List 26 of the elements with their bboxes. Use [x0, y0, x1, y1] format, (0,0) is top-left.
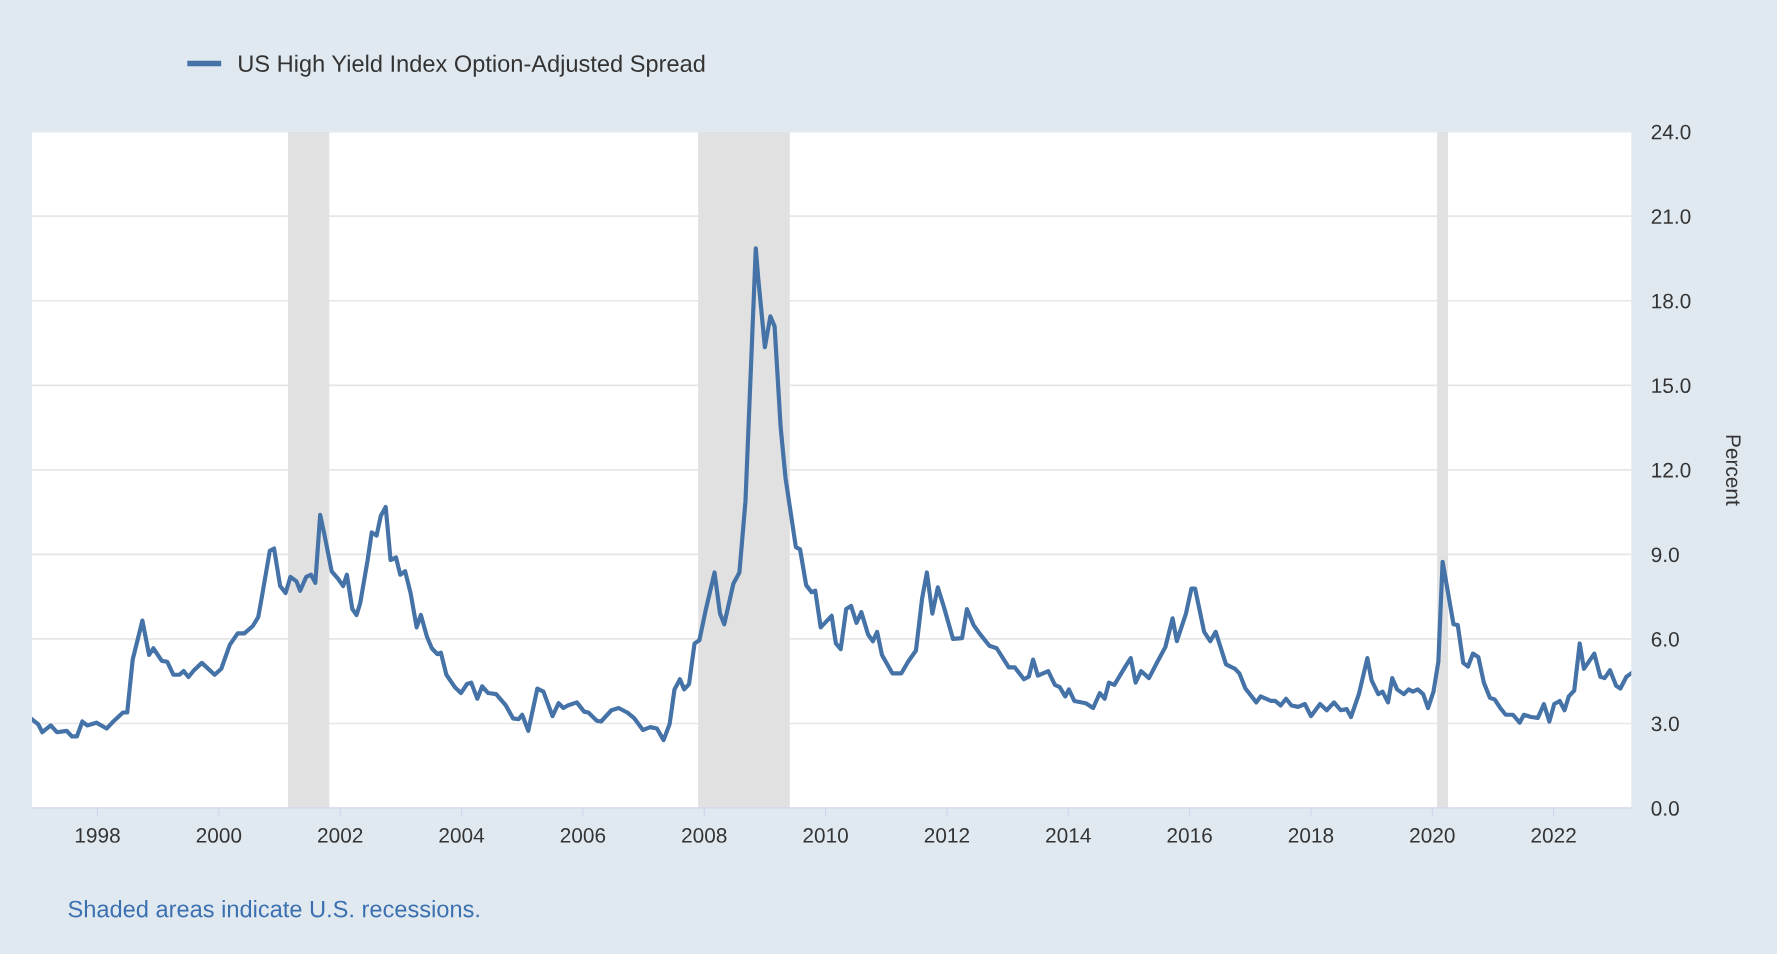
y-tick-label: 12.0: [1652, 462, 1691, 478]
x-tick-label: 2006: [560, 828, 606, 843]
x-tick-label: 2018: [1288, 828, 1334, 843]
x-tick-label: 2004: [439, 828, 485, 843]
y-tick-label: 15.0: [1652, 378, 1691, 394]
y-tick-label: 9.0: [1651, 547, 1679, 563]
x-tick-label: 2002: [318, 828, 363, 843]
x-tick-label: 2020: [1410, 828, 1455, 843]
line-series: [31, 246, 1632, 743]
x-tick-label: 2008: [682, 828, 727, 843]
y-tick-label: 3.0: [1651, 716, 1679, 732]
y-tick-label: 21.0: [1651, 209, 1691, 224]
y-tick-label: 0.0: [1651, 801, 1679, 816]
x-tick-label: 2010: [803, 828, 848, 843]
x-tick-label: 2022: [1531, 828, 1576, 843]
y-tick-label: 18.0: [1652, 293, 1691, 309]
x-tick-label: 2000: [196, 828, 242, 843]
text: Shaded areas indicate U.S. recessions.: [68, 900, 479, 918]
y-tick-label: 24.0: [1651, 124, 1691, 140]
x-tick-label: 2016: [1167, 828, 1212, 843]
y-axis-title: Percent: [1725, 435, 1741, 506]
x-tick-label: 2014: [1046, 828, 1091, 843]
legend-label: US High Yield Index Option-Adjusted Spread: [239, 54, 705, 77]
y-tick-label: 6.0: [1651, 631, 1679, 647]
x-tick-label: 2012: [924, 828, 970, 843]
x-tick-label: 1998: [75, 828, 120, 843]
